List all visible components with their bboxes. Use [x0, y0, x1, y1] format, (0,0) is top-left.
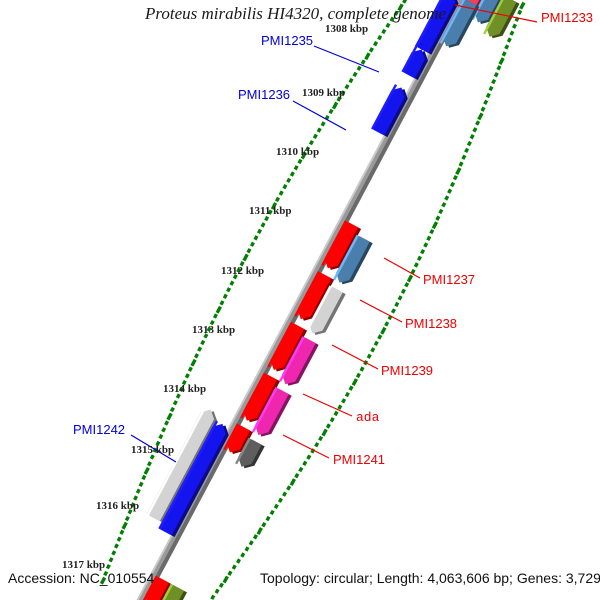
scale-tick-label: 1310 kbp	[276, 146, 320, 158]
scale-tick-label: 1315 kbp	[131, 444, 175, 456]
scale-tick-label: 1316 kbp	[96, 500, 140, 512]
gene-label-pmi1238[interactable]: PMI1238	[405, 316, 458, 331]
gene-label-pmi1237[interactable]: PMI1237	[423, 272, 476, 287]
gene-label-pmi1236[interactable]: PMI1236	[238, 87, 291, 102]
gene-label-pmi1239[interactable]: PMI1239	[381, 363, 434, 378]
scale-tick-label: 1313 kbp	[192, 324, 236, 336]
label-leader-lines	[130, 4, 538, 463]
scale-tick-label: 1312 kbp	[221, 265, 265, 277]
scale-tick-label: 1311 kbp	[249, 205, 292, 217]
scale-tick-label: 1308 kbp	[325, 23, 369, 35]
gene-label-ada[interactable]: ada	[356, 410, 380, 425]
scale-tick-label: 1317 kbp	[62, 559, 106, 571]
gene-label-pmi1235[interactable]: PMI1235	[261, 33, 314, 48]
gene-features[interactable]	[143, 0, 520, 600]
genome-summary-text: Topology: circular; Length: 4,063,606 bp…	[260, 570, 600, 586]
scale-tick-marks	[99, 0, 526, 600]
gene-label-pmi1233[interactable]: PMI1233	[541, 10, 594, 25]
scale-tick-label: 1314 kbp	[163, 383, 207, 395]
page-title: Proteus mirabilis HI4320, complete genom…	[145, 4, 447, 23]
gene-label-pmi1241[interactable]: PMI1241	[333, 452, 386, 467]
scale-tick-label: 1309 kbp	[302, 87, 346, 99]
gene-label-pmi1242[interactable]: PMI1242	[73, 422, 126, 437]
accession-text: Accession: NC_010554	[8, 570, 155, 586]
